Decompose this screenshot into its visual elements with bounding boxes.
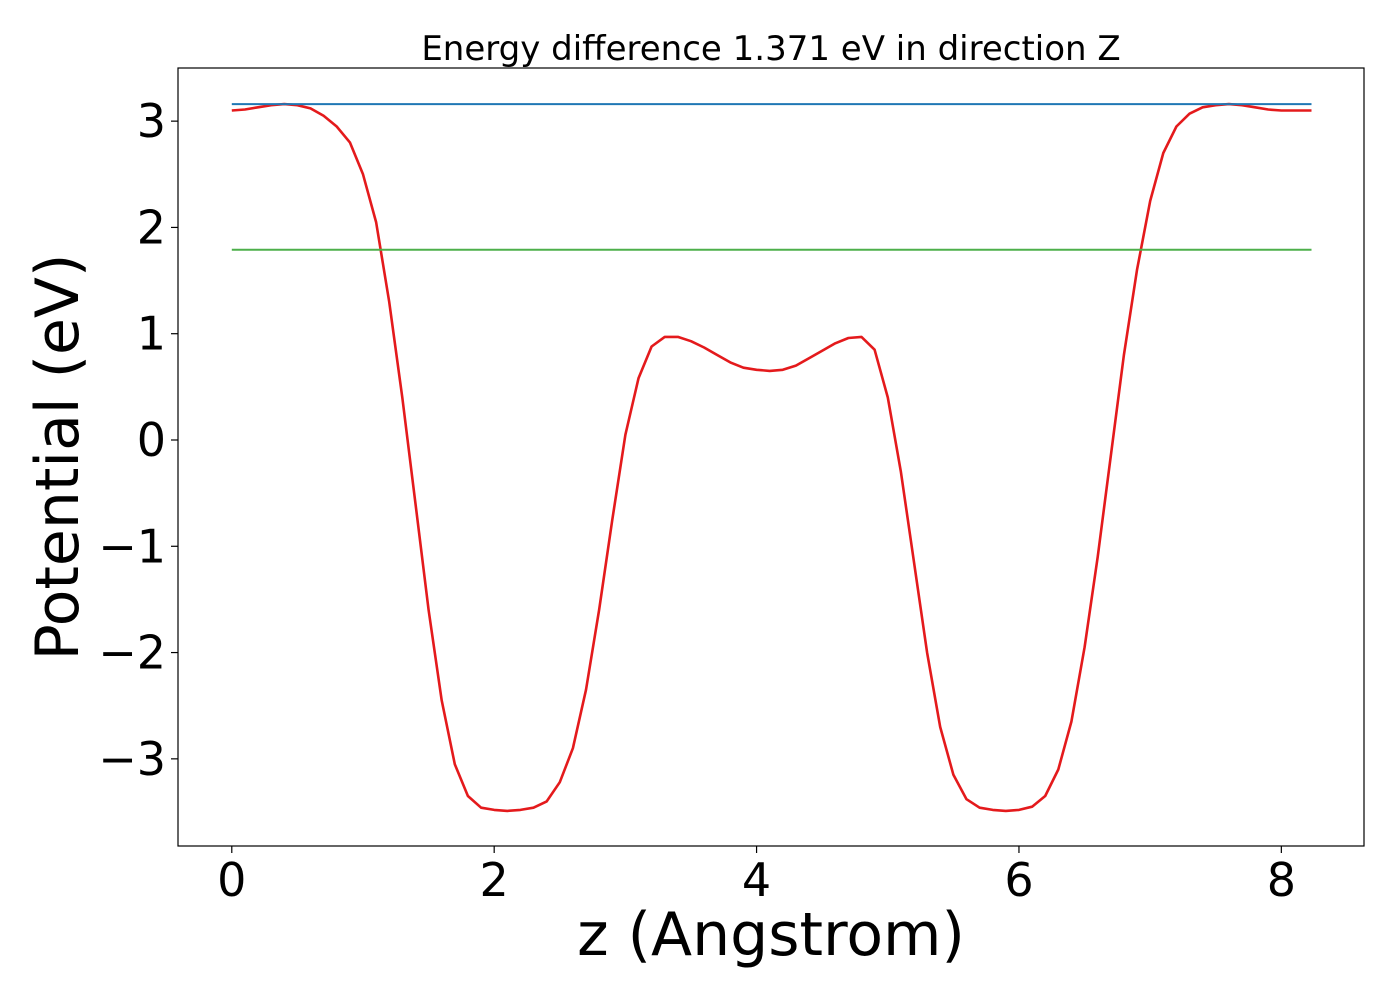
y-tick-label: 3 <box>137 94 166 148</box>
series-line-0 <box>231 102 1312 813</box>
y-tick-label: −1 <box>98 519 166 573</box>
y-tick-label: 1 <box>137 307 166 361</box>
y-tick-label: −3 <box>98 732 166 786</box>
y-axis-ticks: −3 −2 −1 0 1 2 3 <box>98 94 178 786</box>
x-axis-ticks: 0 2 4 6 8 <box>217 846 1296 907</box>
y-tick-label: −2 <box>98 626 166 680</box>
x-tick-label: 2 <box>480 853 509 907</box>
chart-title: Energy difference 1.371 eV in direction … <box>421 29 1120 69</box>
y-tick-label: 0 <box>137 413 166 467</box>
y-tick-label: 2 <box>137 200 166 254</box>
y-axis-label: Potential (eV) <box>23 254 93 661</box>
x-tick-label: 0 <box>217 853 246 907</box>
x-axis-label: z (Angstrom) <box>577 900 965 970</box>
plot-frame <box>177 67 1365 847</box>
series-layer <box>231 102 1312 813</box>
x-tick-label: 4 <box>742 853 771 907</box>
x-tick-label: 8 <box>1267 853 1296 907</box>
x-tick-label: 6 <box>1004 853 1033 907</box>
